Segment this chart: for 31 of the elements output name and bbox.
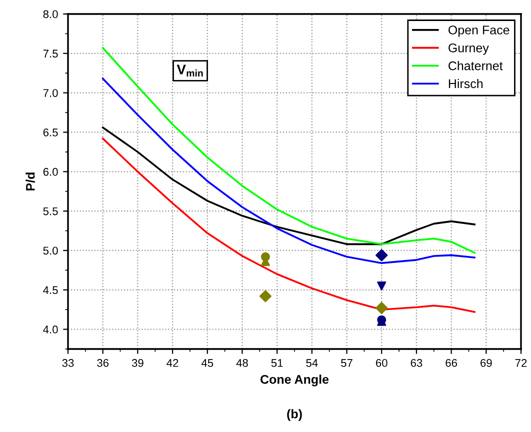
x-tick-label: 36: [97, 359, 109, 367]
x-tick-label: 51: [271, 359, 283, 367]
y-tick-label: 4.0: [43, 326, 58, 334]
legend-label: Open Face: [448, 26, 510, 37]
y-tick-label: 8.0: [43, 10, 58, 18]
y-tick-label: 7.5: [43, 50, 58, 58]
x-tick-label: 54: [306, 359, 318, 367]
x-tick-label: 72: [515, 359, 527, 367]
legend-label: Gurney: [448, 43, 489, 55]
x-tick-label: 57: [341, 359, 352, 367]
y-tick-label: 4.5: [43, 286, 58, 294]
x-tick-label: 48: [236, 359, 248, 367]
x-tick-label: 45: [201, 359, 214, 367]
x-tick-label: 39: [132, 359, 144, 367]
y-tick-label: 5.0: [43, 246, 58, 255]
x-tick-label: 42: [166, 359, 178, 367]
legend-label: Hirsch: [448, 78, 483, 88]
text: (b): [287, 409, 302, 421]
x-tick-label: 60: [376, 359, 388, 367]
annotation: V$_{min}$: [176, 64, 203, 76]
legend-label: Chaternet: [448, 61, 503, 70]
y-tick-label: 6.0: [43, 168, 58, 176]
y-tick-label: 6.5: [43, 128, 58, 136]
y-axis-title: P/d: [26, 172, 35, 190]
x-tick-label: 33: [62, 359, 74, 367]
y-tick-label: 7.0: [43, 89, 58, 97]
y-tick-label: 5.5: [43, 207, 58, 216]
x-tick-label: 66: [446, 359, 457, 367]
x-tick-label: 69: [480, 359, 492, 367]
x-axis-title: Cone Angle: [260, 374, 329, 386]
x-tick-label: 63: [410, 359, 422, 367]
